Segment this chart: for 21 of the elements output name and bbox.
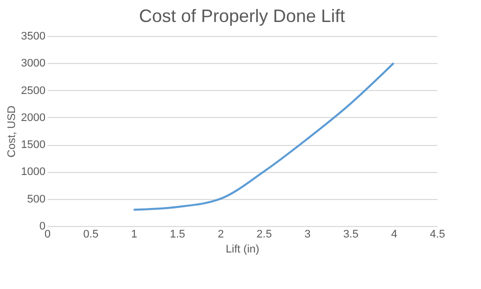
- y-tick-label: 3500: [21, 30, 46, 42]
- x-tick-label: 3: [304, 228, 311, 240]
- x-tick-label: 4: [391, 228, 398, 240]
- x-tick-label: 2: [218, 228, 224, 240]
- y-tick-label: 1500: [21, 139, 46, 152]
- x-tick-label: 3.5: [343, 228, 358, 240]
- y-tick-label: 2500: [21, 84, 46, 97]
- y-axis-title: Cost, USD: [6, 105, 18, 158]
- x-tick-label: 1.5: [170, 228, 186, 240]
- y-tick-label: 500: [27, 193, 46, 206]
- chart-title: Cost of Properly Done Lift: [138, 6, 346, 26]
- y-tick-label: 3000: [21, 58, 46, 70]
- y-tick-label: 0: [39, 220, 46, 232]
- x-tick-label: 2.5: [256, 228, 272, 240]
- y-tick-label: 1000: [21, 166, 46, 178]
- line-series: [132, 62, 395, 211]
- x-tick-label: 0.5: [83, 228, 98, 240]
- y-tick-label: 2000: [21, 112, 46, 124]
- x-axis-title: Lift (in): [226, 244, 260, 256]
- x-tick-label: 4.5: [430, 228, 446, 240]
- x-tick-label: 1: [131, 228, 138, 240]
